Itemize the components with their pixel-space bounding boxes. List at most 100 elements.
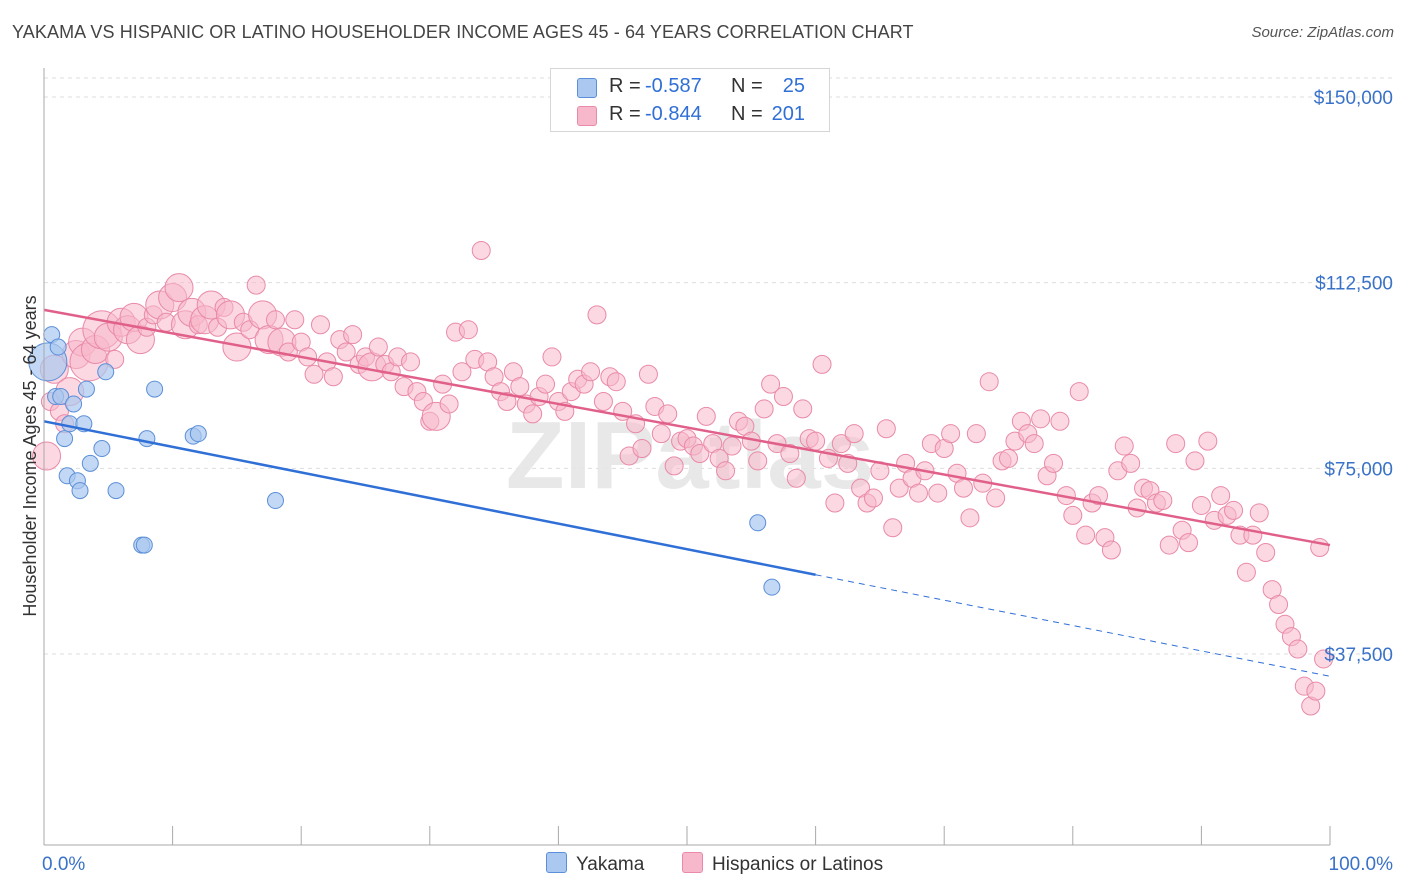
hispanic-point (632, 439, 652, 459)
hispanic-point (761, 374, 781, 394)
hispanic-point (638, 364, 658, 384)
x-tick-label: 0.0% (42, 854, 85, 875)
hispanic-point (606, 372, 626, 392)
hispanic-point (32, 441, 62, 471)
hispanic-point (986, 488, 1006, 508)
hispanic-point (1249, 503, 1269, 523)
hispanic-point (310, 315, 330, 335)
hispanic-point (336, 342, 356, 362)
hispanic-point (587, 305, 607, 325)
hispanic-swatch (577, 106, 597, 126)
hispanic-point (471, 240, 491, 260)
hispanic-point (1288, 639, 1308, 659)
yakama-point (81, 454, 99, 472)
hispanic-point (793, 399, 813, 419)
hispanic-point (876, 419, 896, 439)
hispanic-legend-swatch (682, 852, 703, 873)
yakama-point (763, 578, 781, 596)
hispanic-point (889, 478, 909, 498)
yakama-swatch (577, 78, 597, 98)
gridlines (44, 77, 1396, 655)
hispanic-point (581, 362, 601, 382)
hispanic-point (497, 391, 517, 411)
hispanic-point (1211, 486, 1231, 506)
hispanic-point (806, 431, 826, 451)
yakama-point (138, 430, 156, 448)
hispanic-point (831, 434, 851, 454)
legend-row-hispanic: R = -0.844 N = 201 (551, 99, 829, 129)
hispanic-point (304, 364, 324, 384)
hispanic-point (844, 424, 864, 444)
hispanic-point (941, 424, 961, 444)
hispanic-point (1089, 486, 1109, 506)
hispanic-point (1063, 505, 1083, 525)
hispanic-point (523, 404, 543, 424)
hispanic-point (510, 377, 530, 397)
hispanic-point (536, 374, 556, 394)
y-tick-label: $37,500 (1324, 645, 1393, 666)
hispanic-point (1185, 451, 1205, 471)
hispanic-point (1191, 495, 1211, 515)
hispanic-point (1153, 491, 1173, 511)
hispanic-point (452, 362, 472, 382)
hispanic-point (664, 456, 684, 476)
chart-source: Source: ZipAtlas.com (1251, 24, 1394, 41)
hispanic-point (246, 275, 266, 295)
yakama-point (146, 380, 164, 398)
hispanic-point (1314, 649, 1334, 669)
yakama-point (52, 388, 70, 406)
hispanic-point (908, 483, 928, 503)
hispanic-point (1024, 434, 1044, 454)
yakama-point (266, 492, 284, 510)
yakama-point (65, 395, 83, 413)
yakama-point (77, 380, 95, 398)
y-axis-label: Householder Income Ages 45 - 64 years (20, 295, 40, 616)
hispanic-point (773, 387, 793, 407)
hispanic-point (265, 310, 285, 330)
yakama-point (135, 536, 153, 554)
hispanic-point (458, 320, 478, 340)
hispanic-point (368, 337, 388, 357)
chart-title: YAKAMA VS HISPANIC OR LATINO HOUSEHOLDER… (12, 22, 914, 42)
hispanic-point (542, 347, 562, 367)
legend-r-value: -0.844 (645, 103, 702, 125)
hispanic-point (1050, 411, 1070, 431)
hispanic-point (285, 310, 305, 330)
hispanic-point (105, 349, 125, 369)
yakama-point (749, 514, 767, 532)
y-tick-label: $150,000 (1314, 88, 1393, 109)
hispanic-point (1166, 434, 1186, 454)
hispanic-point (722, 436, 742, 456)
hispanic-point (1069, 382, 1089, 402)
hispanic-point (716, 461, 736, 481)
hispanic-point (754, 399, 774, 419)
yakama-point (56, 430, 74, 448)
axes: $37,500 $75,000 $112,500 $150,000 0.0% 100.0% (42, 68, 1393, 875)
yakama-point (107, 482, 125, 500)
bottom-legend-hispanic: Hispanics or Latinos (682, 852, 883, 876)
hispanic-point (979, 372, 999, 392)
hispanic-point (1179, 533, 1199, 553)
hispanic-point (953, 478, 973, 498)
legend-n-label: N = (731, 103, 763, 125)
hispanic-point (651, 424, 671, 444)
yakama-trendline-extension (815, 574, 1331, 677)
hispanic-points (32, 240, 1334, 716)
hispanic-point (928, 483, 948, 503)
yakama-trendline (43, 420, 816, 577)
hispanic-point (1114, 436, 1134, 456)
hispanic-point (1224, 500, 1244, 520)
yakama-legend-swatch (546, 852, 567, 873)
legend-r-label: R = (609, 103, 641, 125)
yakama-legend-label: Yakama (576, 854, 645, 875)
hispanic-point (863, 488, 883, 508)
hispanic-point (1076, 525, 1096, 545)
hispanic-point (966, 424, 986, 444)
hispanic-point (658, 404, 678, 424)
hispanic-point (825, 493, 845, 513)
hispanic-point (999, 448, 1018, 468)
hispanic-point (1198, 431, 1218, 451)
hispanic-point (164, 273, 194, 303)
legend-n-value: 201 (771, 103, 805, 125)
legend-n-value: 25 (782, 75, 805, 97)
